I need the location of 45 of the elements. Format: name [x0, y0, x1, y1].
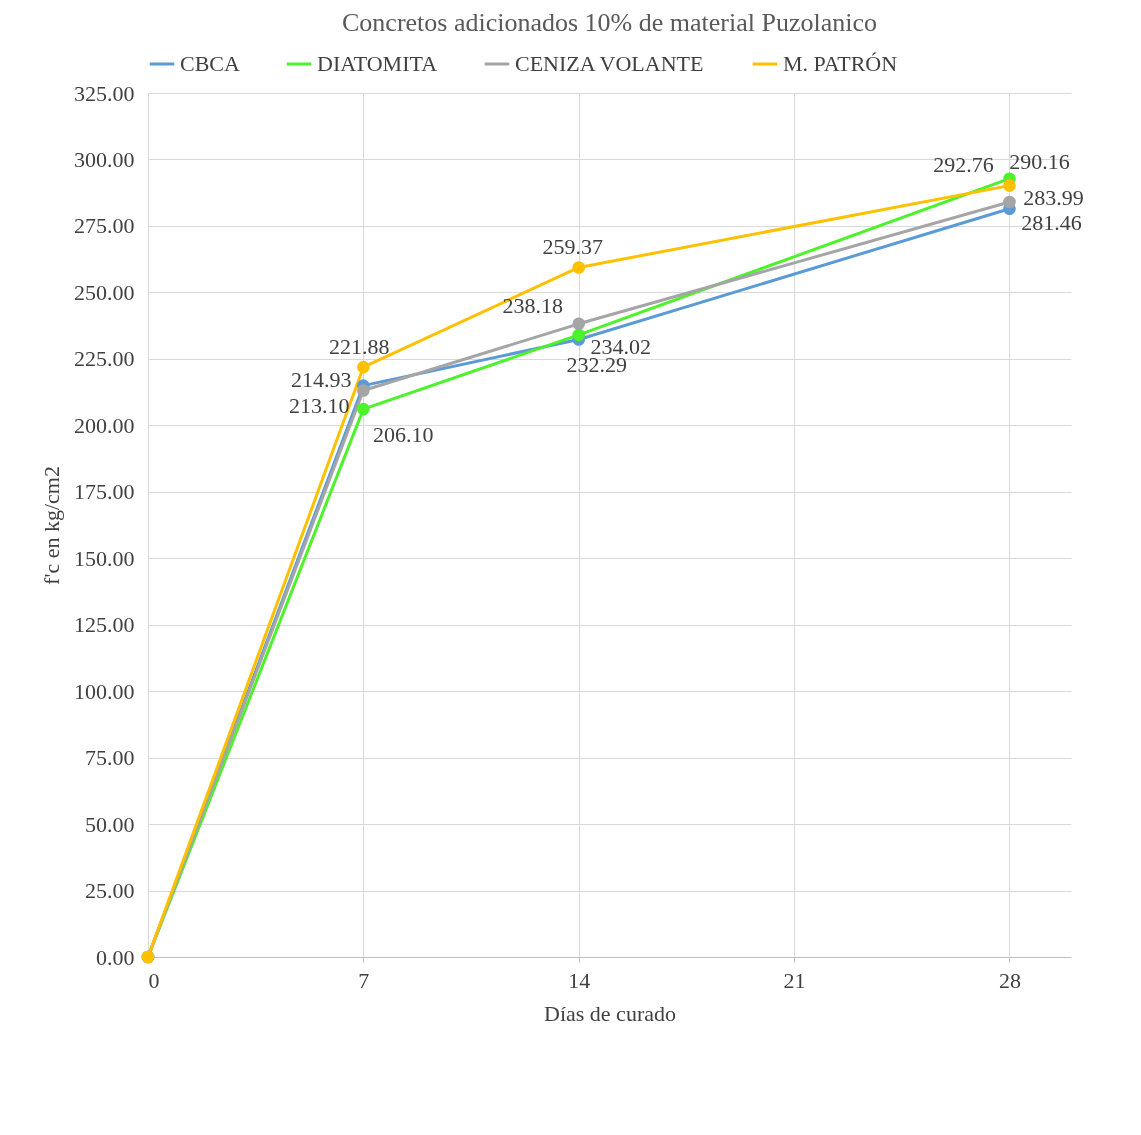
legend-label: M. PATRÓN: [783, 51, 898, 76]
data-label: 234.02: [590, 333, 651, 359]
data-label: 213.10: [289, 393, 350, 419]
legend-label: CBCA: [180, 51, 241, 76]
y-tick-label: 250.00: [74, 279, 135, 305]
x-axis-title: Días de curado: [544, 1000, 676, 1026]
data-label: 259.37: [542, 234, 603, 260]
point: [357, 384, 370, 397]
point: [357, 402, 370, 416]
point: [572, 261, 586, 274]
point: [1003, 195, 1016, 209]
legend-label: DIATOMITA: [317, 51, 438, 76]
x-tick-label: 7: [358, 967, 370, 993]
data-label: 281.46: [1021, 209, 1082, 235]
data-label: 238.18: [502, 292, 563, 318]
point: [572, 317, 586, 331]
point: [357, 360, 370, 374]
y-tick-label: 125.00: [74, 612, 135, 638]
y-tick-label: 275.00: [74, 213, 135, 239]
point: [572, 328, 586, 342]
y-tick-label: 100.00: [74, 678, 135, 704]
x-tick-label: 21: [783, 967, 806, 993]
data-label: 221.88: [329, 334, 390, 360]
point: [1003, 179, 1016, 192]
data-label: 290.16: [1009, 148, 1070, 174]
data-label: 292.76: [933, 151, 994, 177]
y-tick-label: 150.00: [74, 545, 135, 571]
y-axis-title: f'c en kg/cm2: [39, 466, 64, 585]
y-tick-label: 75.00: [85, 745, 135, 771]
y-tick-label: 200.00: [74, 412, 135, 438]
x-tick-label: 28: [998, 967, 1021, 993]
data-label: 206.10: [373, 422, 434, 448]
y-tick-label: 325.00: [74, 80, 135, 106]
x-tick-label: 0: [148, 967, 160, 993]
y-tick-label: 25.00: [85, 878, 135, 904]
data-label: 283.99: [1023, 185, 1084, 211]
y-tick-label: 0.00: [96, 944, 135, 970]
x-tick-label: 14: [568, 967, 591, 993]
y-tick-label: 50.00: [85, 811, 135, 837]
legend-label: CENIZA VOLANTE: [515, 51, 704, 76]
y-tick-label: 175.00: [74, 479, 135, 505]
y-tick-label: 225.00: [74, 346, 135, 372]
y-tick-label: 300.00: [74, 146, 135, 172]
data-label: 214.93: [291, 366, 352, 392]
chart-title: Concretos adicionados 10% de material Puzolanico: [341, 8, 878, 37]
